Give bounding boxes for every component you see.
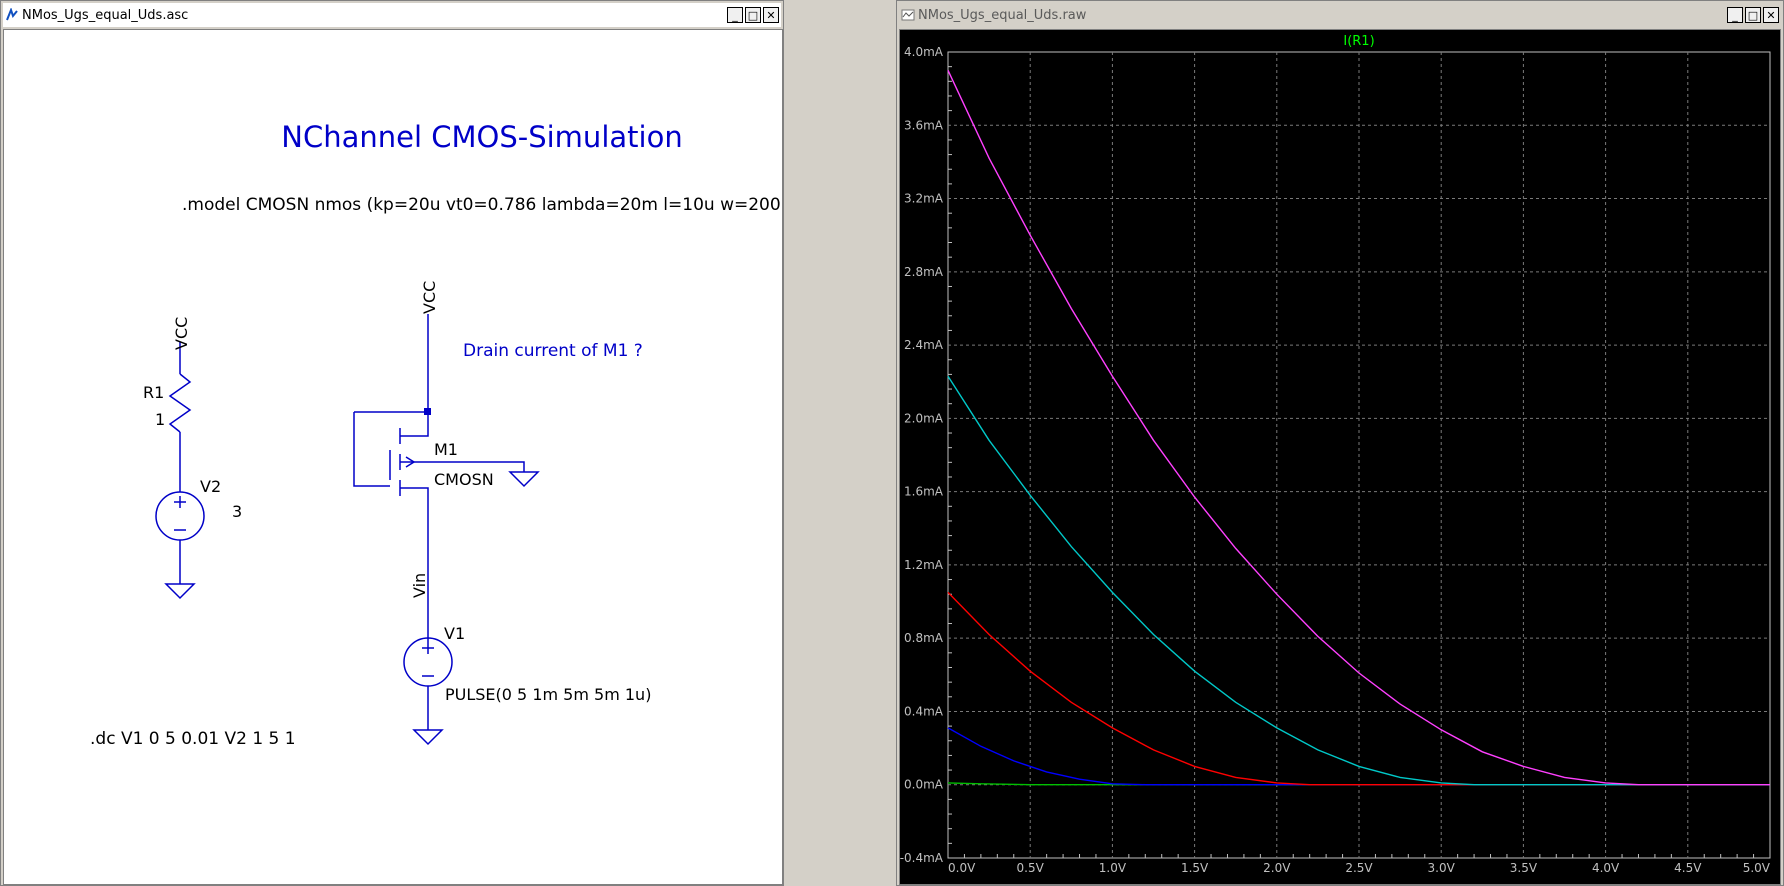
maximize-icon: □ bbox=[1747, 8, 1759, 22]
junction-dot bbox=[424, 408, 431, 415]
y-tick-label: 0.0mA bbox=[904, 778, 944, 792]
x-tick-label: 0.5V bbox=[1017, 861, 1045, 875]
maximize-icon: □ bbox=[747, 8, 759, 22]
left-vcc-label[interactable]: VCC bbox=[172, 317, 191, 350]
y-tick-label: 4.0mA bbox=[904, 45, 944, 59]
schematic-heading: NChannel CMOS-Simulation bbox=[281, 120, 682, 154]
ground-icon bbox=[164, 583, 196, 600]
x-tick-label: 2.0V bbox=[1263, 861, 1291, 875]
x-tick-label: 4.0V bbox=[1592, 861, 1620, 875]
v2-value[interactable]: 3 bbox=[232, 502, 242, 521]
schematic-canvas[interactable]: NChannel CMOS-Simulation .model CMOSN nm… bbox=[3, 29, 783, 885]
v2-plus-icon bbox=[174, 496, 186, 508]
maximize-button[interactable]: □ bbox=[745, 7, 761, 23]
m1-name[interactable]: M1 bbox=[434, 440, 458, 459]
close-button[interactable]: ✕ bbox=[1763, 7, 1779, 23]
model-directive[interactable]: .model CMOSN nmos (kp=20u vt0=0.786 lamb… bbox=[182, 195, 782, 215]
schematic-titlebar[interactable]: NMos_Ugs_equal_Uds.asc _ □ ✕ bbox=[3, 3, 781, 27]
minimize-icon: _ bbox=[1732, 8, 1738, 22]
r1-name[interactable]: R1 bbox=[143, 383, 164, 402]
trace-i-r1-step-5[interactable] bbox=[947, 70, 1770, 786]
wire-gate bbox=[353, 412, 390, 487]
waveform-icon bbox=[901, 8, 915, 22]
close-icon: ✕ bbox=[766, 8, 776, 22]
ground-icon bbox=[412, 729, 444, 746]
x-tick-label: 0.0V bbox=[948, 861, 976, 875]
close-button[interactable]: ✕ bbox=[763, 7, 779, 23]
m1-arrow-icon bbox=[405, 456, 416, 468]
x-tick-label: 1.0V bbox=[1099, 861, 1127, 875]
trace-i-r1-step-3[interactable] bbox=[947, 591, 1770, 786]
plot-window: NMos_Ugs_equal_Uds.raw _ □ ✕ 0.0V 0.5V 1.0… bbox=[896, 0, 1784, 886]
minimize-button[interactable]: _ bbox=[1727, 7, 1743, 23]
waveform-plot[interactable]: 0.0V 0.5V 1.0V 1.5V 2.0V 2.5V 3.0V 3.5V 4.0V 4.5V… bbox=[900, 30, 1780, 884]
y-tick-label: 1.2mA bbox=[904, 558, 944, 572]
y-tick-label: 2.8mA bbox=[904, 265, 944, 279]
plot-titlebar[interactable]: NMos_Ugs_equal_Uds.raw _ □ ✕ bbox=[899, 3, 1781, 27]
plot-window-title: NMos_Ugs_equal_Uds.raw bbox=[918, 7, 1087, 23]
minimize-icon: _ bbox=[732, 8, 738, 22]
minimize-button[interactable]: _ bbox=[727, 7, 743, 23]
m1-source-vin-wire bbox=[400, 487, 429, 642]
v2-name[interactable]: V2 bbox=[200, 477, 221, 496]
v1-plus-icon bbox=[422, 642, 434, 654]
trace-i-r1-step-2[interactable] bbox=[947, 727, 1770, 786]
schematic-window-title: NMos_Ugs_equal_Uds.asc bbox=[22, 7, 189, 23]
vin-label[interactable]: Vin bbox=[410, 573, 429, 598]
maximize-button[interactable]: □ bbox=[1745, 7, 1761, 23]
plot-pane[interactable]: 0.0V 0.5V 1.0V 1.5V 2.0V 2.5V 3.0V 3.5V 4.0V 4.5V… bbox=[899, 29, 1781, 885]
y-tick-label: 1.6mA bbox=[904, 485, 944, 499]
trace-i-r1-step-4[interactable] bbox=[947, 375, 1770, 786]
v1-name[interactable]: V1 bbox=[444, 624, 465, 643]
m1-model[interactable]: CMOSN bbox=[434, 470, 494, 489]
x-tick-label: 5.0V bbox=[1743, 861, 1771, 875]
x-tick-label: 3.0V bbox=[1428, 861, 1456, 875]
x-tick-label: 4.5V bbox=[1674, 861, 1702, 875]
y-tick-label: 3.2mA bbox=[904, 192, 944, 206]
trace-label-i-r1[interactable]: I(R1) bbox=[1343, 34, 1374, 49]
y-tick-label: -0.4mA bbox=[900, 851, 944, 865]
question-comment[interactable]: Drain current of M1 ? bbox=[463, 341, 643, 361]
m1-bulk-wire bbox=[400, 461, 525, 472]
x-tick-label: 1.5V bbox=[1181, 861, 1209, 875]
y-tick-label: 3.6mA bbox=[904, 118, 944, 132]
x-tick-label: 3.5V bbox=[1510, 861, 1538, 875]
close-icon: ✕ bbox=[1766, 8, 1776, 22]
ltspice-schematic-icon bbox=[5, 8, 19, 22]
m1-drain bbox=[400, 412, 429, 437]
y-tick-label: 2.0mA bbox=[904, 411, 944, 425]
dc-directive[interactable]: .dc V1 0 5 0.01 V2 1 5 1 bbox=[90, 729, 296, 749]
r1-value[interactable]: 1 bbox=[155, 410, 165, 429]
y-tick-label: 2.4mA bbox=[904, 338, 944, 352]
right-vcc-label[interactable]: VCC bbox=[420, 281, 439, 314]
x-tick-label: 2.5V bbox=[1345, 861, 1373, 875]
y-tick-label: 0.4mA bbox=[904, 704, 944, 718]
ground-icon bbox=[508, 471, 540, 488]
schematic-window: NMos_Ugs_equal_Uds.asc _ □ ✕ bbox=[0, 0, 784, 886]
y-tick-label: 0.8mA bbox=[904, 631, 944, 645]
resistor-r1[interactable] bbox=[168, 373, 192, 433]
v1-value[interactable]: PULSE(0 5 1m 5m 5m 1u) bbox=[445, 685, 651, 704]
